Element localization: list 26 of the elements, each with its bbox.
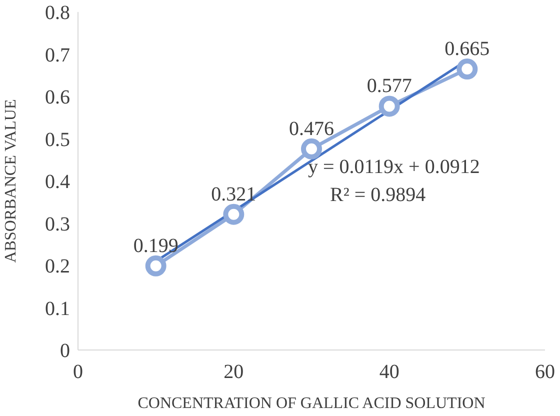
data-label: 0.476 <box>289 118 334 140</box>
y-tick-label: 0 <box>60 340 70 362</box>
y-tick-label: 0.6 <box>45 86 70 109</box>
data-label: 0.665 <box>444 38 490 60</box>
annotation: y = 0.0119x + 0.0912 <box>308 156 480 179</box>
annotation: R² = 0.9894 <box>330 184 426 207</box>
y-axis-title: ABSORBANCE VALUE <box>2 99 20 263</box>
point <box>301 138 322 160</box>
y-tick-label: 0.7 <box>45 44 70 66</box>
point <box>456 58 478 80</box>
data-label: 0.199 <box>133 234 178 257</box>
y-tick-label: 0.5 <box>45 128 70 151</box>
point <box>223 204 244 225</box>
x-tick-label: 40 <box>379 361 400 384</box>
y-tick-label: 0.2 <box>45 256 70 278</box>
point <box>378 96 400 117</box>
x-tick-label: 20 <box>224 361 244 384</box>
y-tick-label: 0.8 <box>45 2 70 24</box>
y-tick-label: 0.4 <box>45 171 70 194</box>
x-tick-label: 60 <box>535 361 555 384</box>
y-tick-label: 0.1 <box>45 298 70 320</box>
x-axis-title: CONCENTRATION OF GALLIC ACID SOLUTION <box>138 395 486 412</box>
point <box>145 255 166 276</box>
y-tick-label: 0.3 <box>45 213 70 236</box>
data-label: 0.321 <box>211 183 256 206</box>
data-label: 0.577 <box>366 75 412 98</box>
